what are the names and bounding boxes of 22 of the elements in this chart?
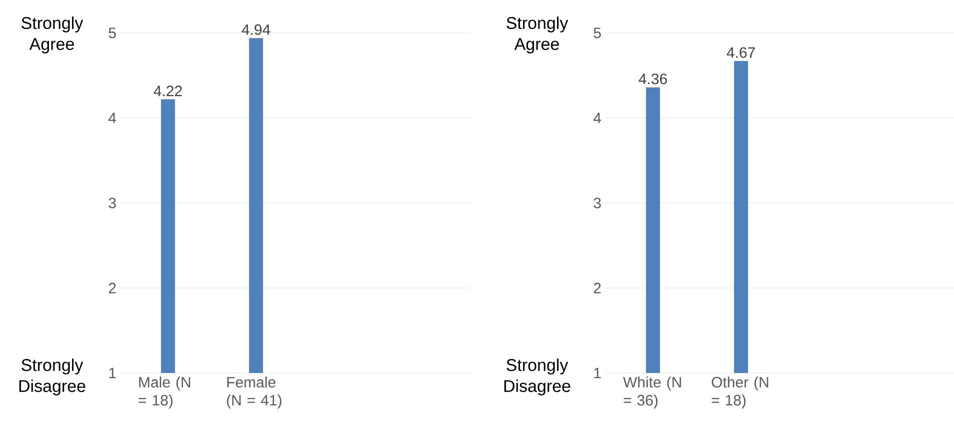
data-label: 4.94 [242,24,270,35]
x-tick-label: Male (N = 18) [138,376,190,408]
y-tick-label: 5 [594,28,601,38]
data-label: 4.22 [154,86,182,96]
y-tick-label: 4 [108,112,116,124]
y-tick-label: 2 [108,282,116,294]
x-tick-label: Female (N = 41) [226,376,282,408]
y-tick-label: 5 [108,28,116,38]
text: Strongly Disagree [19,358,86,396]
y-tick-label: 1 [594,368,601,378]
data-label: 4.67 [726,47,755,58]
y-tick-label: 4 [593,112,602,124]
y-tick-label: 2 [594,282,601,294]
text: Strongly Agree [506,16,568,54]
text: Strongly Disagree [504,358,570,396]
x-tick-label: Other (N = 18) [712,376,768,408]
data-label: 4.36 [638,74,667,84]
x-tick-label: White (N = 36) [623,376,681,408]
y-tick-label: 1 [109,368,116,378]
text: Strongly Agree [22,16,84,54]
y-tick-label: 3 [594,198,601,208]
y-tick-label: 3 [108,198,116,208]
